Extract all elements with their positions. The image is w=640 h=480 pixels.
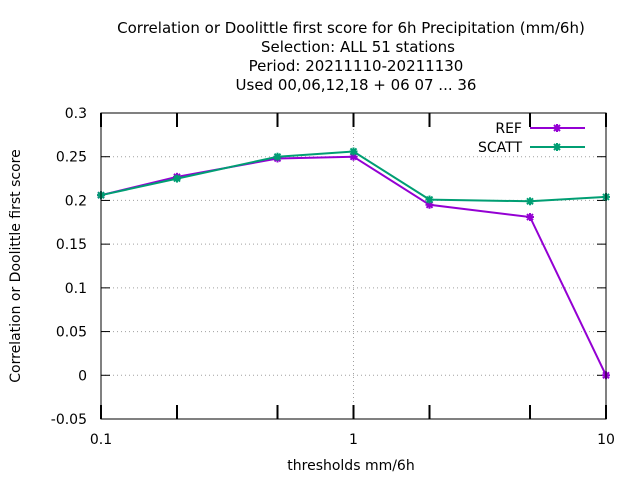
title-line-3: Period: 20211110-20211130 xyxy=(249,57,464,75)
legend: REF SCATT xyxy=(478,121,585,156)
legend-swatch-ref xyxy=(530,124,585,132)
y-tick-label: 0.2 xyxy=(65,193,87,209)
legend-label-ref: REF xyxy=(495,121,522,137)
tick-labels: -0.05 0 0.05 0.1 0.15 0.2 0.25 0.3 0.1 1 10 xyxy=(51,106,615,448)
title-line-1: Correlation or Doolittle first score for… xyxy=(117,19,585,37)
y-tick-label: 0.3 xyxy=(65,106,87,122)
y-tick-label: -0.05 xyxy=(51,412,87,428)
y-tick-label: 0.15 xyxy=(56,237,87,253)
legend-label-scatt: SCATT xyxy=(478,140,522,156)
y-axis-label: Correlation or Doolittle first score xyxy=(8,149,24,382)
x-axis-label: thresholds mm/6h xyxy=(287,458,414,474)
y-tick-label: 0.25 xyxy=(56,150,87,166)
data-point-ref xyxy=(525,213,534,222)
data-point-scatt xyxy=(349,147,358,156)
legend-marker xyxy=(553,124,561,132)
data-point-scatt xyxy=(425,195,434,204)
y-tick-label: 0.1 xyxy=(65,281,87,297)
title-line-2: Selection: ALL 51 stations xyxy=(261,38,455,56)
legend-swatch-scatt xyxy=(530,143,585,151)
chart-title: Correlation or Doolittle first score for… xyxy=(117,19,585,94)
x-tick-label: 10 xyxy=(597,432,615,448)
data-series xyxy=(97,147,610,380)
y-tick-label: 0 xyxy=(78,368,87,384)
y-tick-label: 0.05 xyxy=(56,325,87,341)
data-point-scatt xyxy=(173,174,182,183)
data-point-scatt xyxy=(525,197,534,206)
title-line-4: Used 00,06,12,18 + 06 07 ... 36 xyxy=(236,76,477,94)
x-tick-label: 1 xyxy=(349,432,358,448)
x-tick-label: 0.1 xyxy=(90,432,112,448)
plot-frame xyxy=(100,112,607,420)
legend-marker xyxy=(553,143,561,151)
data-point-scatt xyxy=(273,152,282,161)
